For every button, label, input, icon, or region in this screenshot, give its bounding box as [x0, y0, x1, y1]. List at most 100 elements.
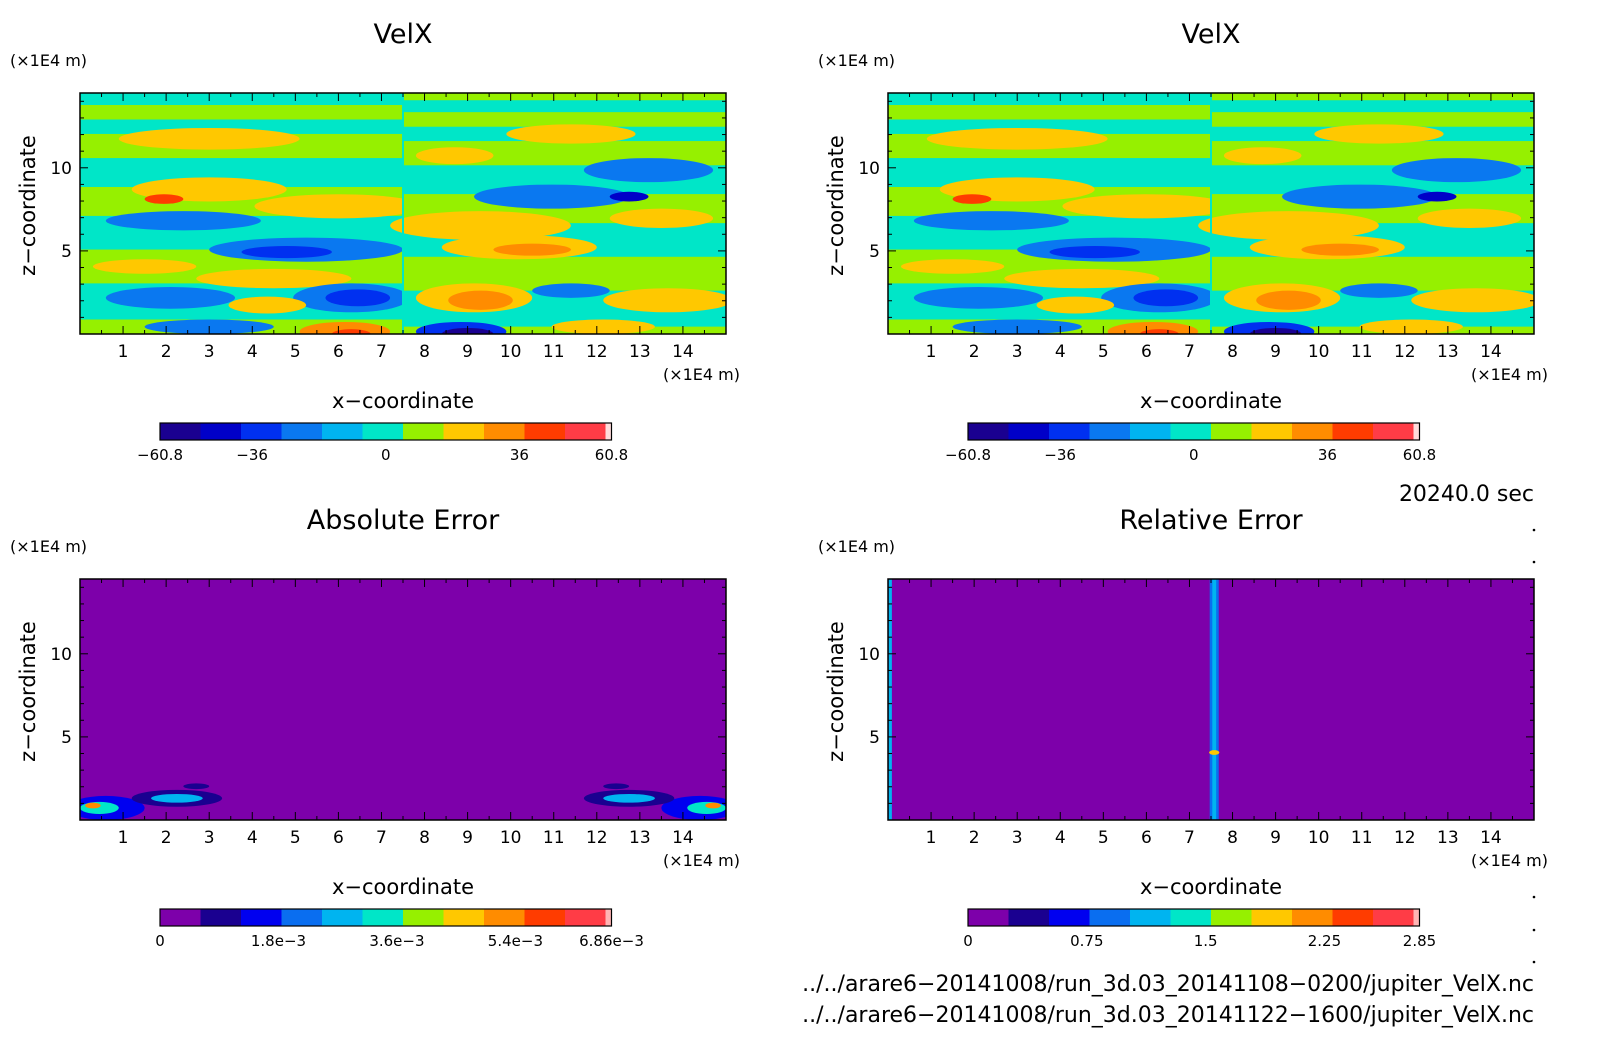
colorbar-swatch — [1170, 423, 1212, 440]
x-tick-label: 10 — [500, 342, 522, 362]
colorbar-swatch — [1251, 423, 1293, 440]
contour-patch — [493, 243, 571, 256]
contour-band — [80, 93, 403, 106]
margin-dot — [1532, 528, 1536, 532]
contour-patch — [506, 124, 636, 144]
x-tick-label: 9 — [1270, 828, 1281, 848]
colorbar-tick-label: 60.8 — [1403, 446, 1436, 464]
contour-patch — [1417, 191, 1457, 202]
x-tick-label: 13 — [1437, 342, 1459, 362]
colorbar-swatch — [322, 909, 363, 926]
x-tick-label: 12 — [586, 342, 608, 362]
x-tick-label: 12 — [1394, 828, 1416, 848]
contour-patch — [1411, 288, 1534, 313]
contour-patch — [1107, 321, 1199, 334]
margin-dot — [1532, 960, 1536, 964]
contour-patch — [532, 283, 610, 298]
file-path-1: ../../arare6−20141008/run_3d.03_20141108… — [802, 972, 1534, 997]
colorbar-swatch — [1130, 423, 1171, 440]
contour-patch — [1256, 290, 1321, 310]
y-unit-label: (×1E4 m) — [10, 537, 87, 556]
contour-patch — [1301, 243, 1379, 256]
x-tick-label: 6 — [333, 828, 344, 848]
contour-band — [1211, 100, 1534, 113]
colorbar-swatch — [322, 423, 363, 440]
contour-patch — [687, 801, 726, 814]
colorbar-swatch — [1049, 423, 1090, 440]
contour-patch — [448, 290, 513, 310]
colorbar-swatch — [1292, 423, 1333, 440]
x-tick-label: 11 — [1351, 342, 1373, 362]
x-axis-label: x−coordinate — [1140, 389, 1282, 413]
x-tick-label: 14 — [672, 342, 694, 362]
colorbar-swatch — [362, 909, 404, 926]
colorbar-tick-label: 6.86e−3 — [579, 932, 644, 950]
contour-patch — [105, 211, 261, 231]
x-tick-label: 5 — [290, 828, 301, 848]
contour-patch — [228, 296, 307, 314]
y-unit-label: (×1E4 m) — [10, 51, 87, 70]
colorbar: −60.8 −36 0 36 60.8 — [945, 422, 1436, 464]
contour-patch — [151, 793, 203, 803]
x-tick-label: 13 — [629, 828, 651, 848]
contour-patch — [415, 147, 494, 165]
contour-patch — [1139, 329, 1179, 334]
x-tick-label: 14 — [1480, 828, 1502, 848]
y-tick-label: 10 — [50, 645, 72, 665]
colorbar-swatch — [484, 909, 525, 926]
x-unit-label: (×1E4 m) — [663, 851, 740, 870]
colorbar-swatch — [484, 423, 525, 440]
contour-patch — [926, 127, 1108, 150]
x-tick-label: 13 — [629, 342, 651, 362]
contour-patch — [325, 289, 391, 307]
x-tick-label: 9 — [1270, 342, 1281, 362]
contour-patch — [1282, 184, 1438, 209]
colorbar-swatch — [524, 423, 566, 440]
time-label: 20240.0 sec — [1399, 482, 1534, 507]
contour-patch — [254, 194, 423, 219]
contour-patch — [80, 801, 119, 814]
colorbar-frame — [967, 908, 1421, 927]
colorbar-swatch — [1211, 909, 1252, 926]
colorbar-tick-label: 1.5 — [1194, 932, 1218, 950]
colorbar-tick-label: 36 — [1318, 446, 1337, 464]
contour-patch — [1049, 246, 1140, 259]
colorbar-swatch — [1049, 909, 1090, 926]
colorbar: −60.8 −36 0 36 60.8 — [137, 422, 628, 464]
colorbar-frame — [159, 422, 613, 441]
x-tick-label: 12 — [1394, 342, 1416, 362]
x-tick-label: 1 — [118, 828, 129, 848]
panel-title: Absolute Error — [307, 505, 500, 536]
colorbar-swatch — [968, 423, 1009, 440]
contour-band — [80, 105, 403, 120]
y-axis-label: z−coordinate — [824, 135, 848, 276]
colorbar-frame — [159, 908, 613, 927]
colorbar-swatch — [1008, 423, 1050, 440]
x-tick-label: 7 — [1184, 828, 1195, 848]
panel-title: Relative Error — [1119, 505, 1303, 536]
x-tick-label: 4 — [1055, 828, 1066, 848]
colorbar: 0 1.8e−3 3.6e−3 5.4e−3 6.86e−3 — [155, 908, 644, 950]
x-tick-label: 4 — [247, 828, 258, 848]
colorbar-swatch — [160, 909, 201, 926]
colorbar-tick-label: 0 — [963, 932, 973, 950]
contour-patch — [474, 184, 630, 209]
x-tick-label: 10 — [1308, 828, 1330, 848]
contour-field — [80, 93, 726, 334]
colorbar-swatch — [1332, 423, 1374, 440]
x-tick-label: 3 — [1012, 342, 1023, 362]
y-tick-label: 10 — [50, 159, 72, 179]
colorbar-swatch — [1413, 423, 1420, 440]
margin-dot — [1532, 863, 1536, 867]
colorbar-swatch — [605, 909, 612, 926]
x-tick-label: 8 — [419, 342, 430, 362]
x-tick-label: 2 — [969, 828, 980, 848]
x-tick-label: 7 — [376, 828, 387, 848]
x-axis-label: x−coordinate — [332, 389, 474, 413]
x-tick-label: 8 — [419, 828, 430, 848]
x-unit-label: (×1E4 m) — [1471, 851, 1548, 870]
contour-patch — [1036, 296, 1115, 314]
x-axis-label: x−coordinate — [332, 875, 474, 899]
